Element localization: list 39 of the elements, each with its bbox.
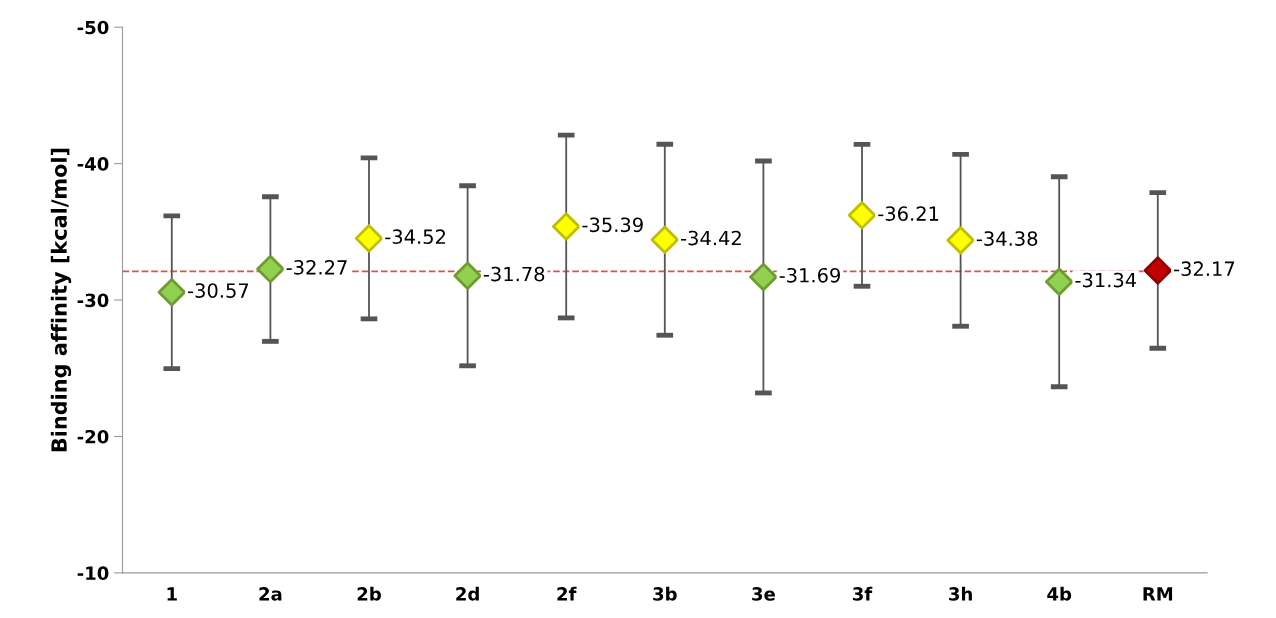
point: [354, 224, 384, 253]
point: [847, 201, 877, 230]
x-tick-label: 2f: [557, 586, 577, 601]
point: [946, 226, 975, 255]
y-tick-label: -20: [77, 429, 109, 444]
data-label: -34.52: [385, 229, 446, 245]
data-label: -32.17: [1174, 261, 1235, 277]
point: [157, 278, 186, 307]
y-tick-label: -40: [77, 157, 109, 171]
point: [1045, 267, 1074, 296]
data-label: -30.57: [188, 283, 249, 298]
x-tick-label: 2d: [456, 586, 479, 601]
point: [749, 262, 778, 292]
y-axis-title: Binding affinity [kcal/mol]: [50, 148, 72, 452]
y-tick-label: -10: [77, 566, 109, 580]
data-label: -36.21: [878, 206, 939, 221]
data-label: -31.78: [483, 266, 545, 282]
data-label: -31.69: [779, 267, 840, 283]
x-tick-label: RM: [1143, 587, 1173, 601]
x-tick-label: 3f: [853, 586, 873, 601]
x-tick-label: 2a: [259, 587, 282, 601]
point: [453, 261, 482, 290]
data-label: -35.39: [582, 217, 643, 233]
data-label: -34.42: [681, 230, 741, 246]
data-label: -32.27: [286, 260, 347, 275]
x-tick-label: 2b: [357, 586, 381, 601]
x-tick-label: 3b: [653, 586, 677, 601]
y-tick-label: -50: [77, 20, 109, 35]
point: [650, 225, 679, 254]
x-tick-label: 3h: [949, 586, 972, 601]
point: [552, 212, 581, 241]
x-tick-label: 3e: [752, 587, 775, 601]
x-tick-label: 4b: [1047, 586, 1072, 601]
y-tick-label: -30: [77, 293, 109, 308]
x-tick-label: 1: [167, 587, 177, 601]
data-label: -34.38: [976, 231, 1038, 246]
point: [1143, 256, 1172, 285]
point: [256, 254, 285, 284]
data-label: -31.34: [1075, 272, 1137, 288]
